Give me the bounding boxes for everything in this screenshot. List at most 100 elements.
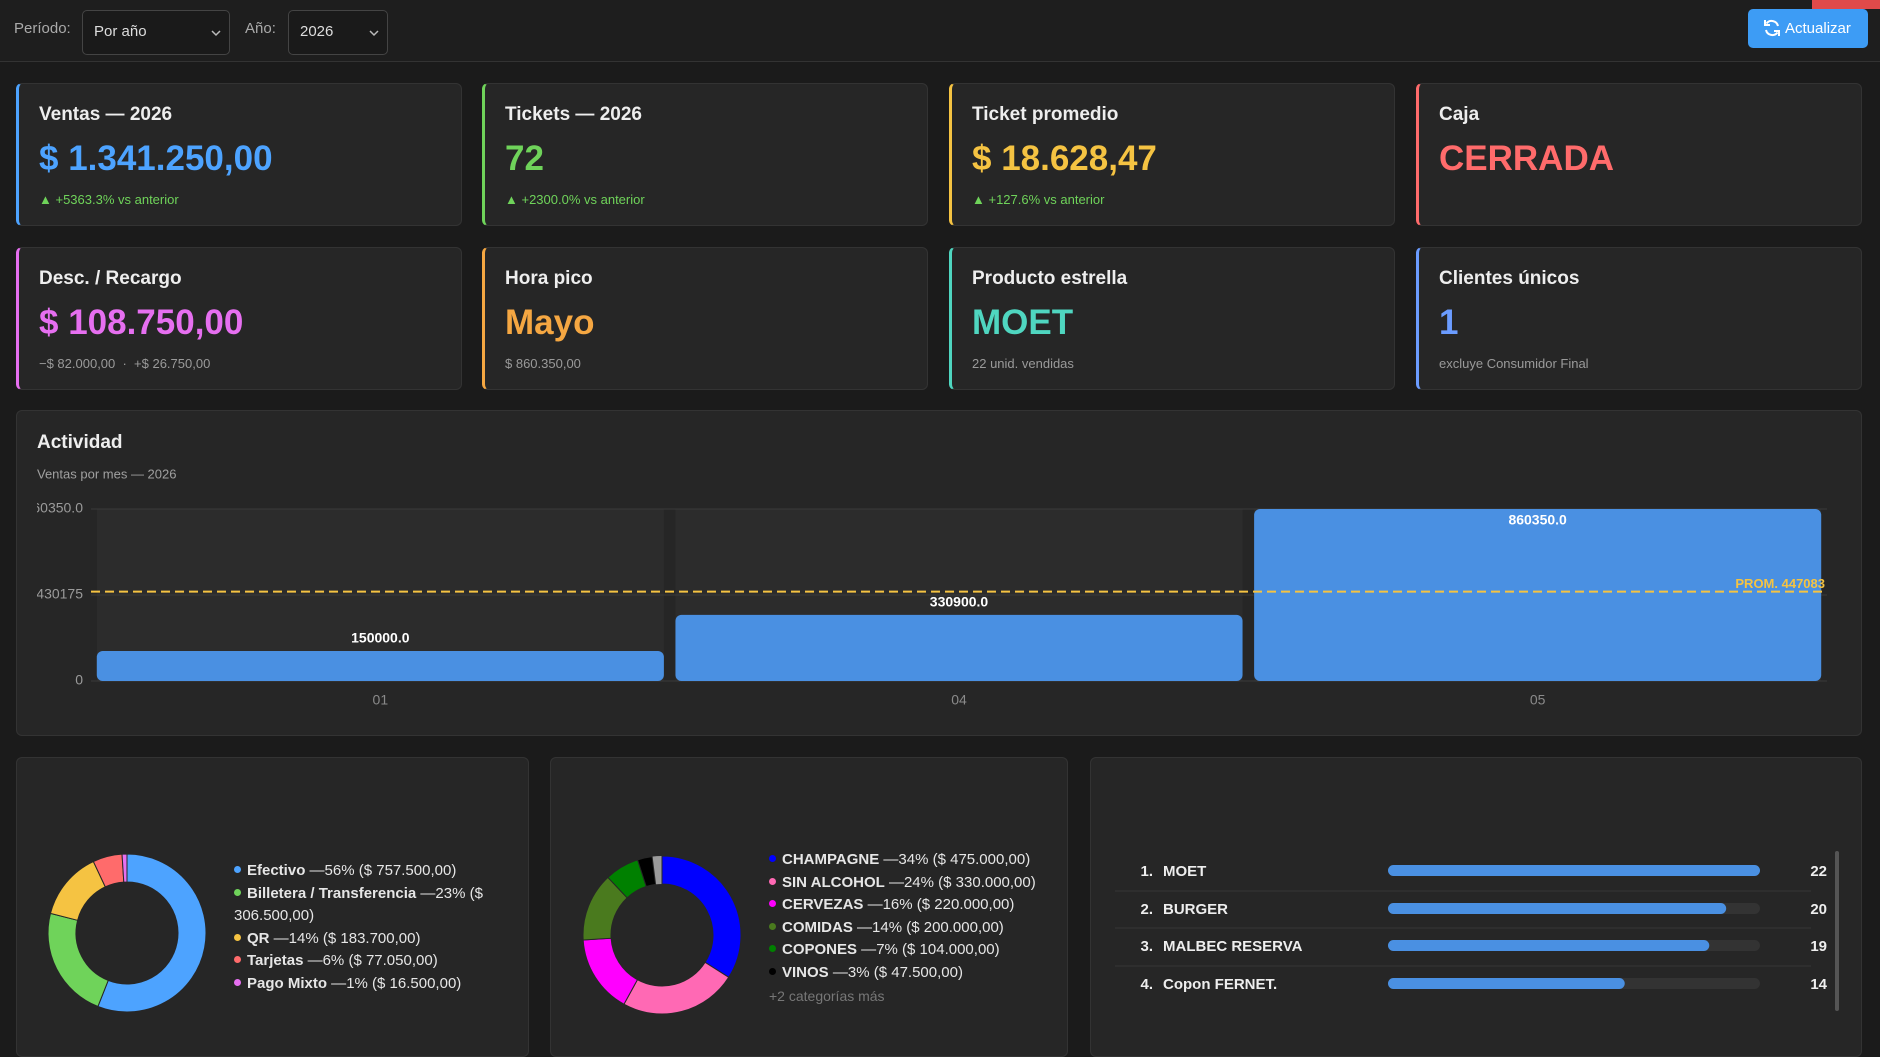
donut-chart [582, 855, 742, 1015]
bar-value-label: 860350.0 [1508, 512, 1567, 528]
legend-name: SIN ALCOHOL [782, 873, 885, 891]
donut-slice [582, 937, 639, 1005]
legend-item: Billetera / Transferencia23%($ 306.500,0… [234, 883, 524, 928]
donut-slice [636, 856, 657, 888]
legend-name: QR [247, 929, 270, 947]
donut-panel: Efectivo56%($ 757.500,00) Billetera / Tra… [16, 757, 529, 1057]
legend-item: VINOS3%($ 47.500,00) [769, 962, 1067, 985]
top-products-panel: 1. MOET 22 2. BURGER 20 3. MALBEC RESERVA 19 4. Co… [1090, 757, 1862, 1057]
rank: 2. [1140, 901, 1153, 918]
donut-slice [623, 961, 730, 1015]
kpi-title: Hora pico [505, 268, 593, 289]
refresh-button[interactable]: Actualizar [1748, 9, 1868, 48]
legend-dot [769, 922, 776, 930]
year-select[interactable]: 2026 [288, 10, 388, 55]
donut-slice [97, 853, 207, 1013]
legend-percent: 6% [303, 952, 344, 969]
y-tick-label: 430175 [36, 586, 83, 602]
average-label: PROM. 447083 [1735, 576, 1825, 591]
legend-percent: 56% [305, 862, 354, 879]
legend-percent: 7% [857, 941, 898, 958]
chart-title: Actividad [37, 432, 123, 453]
refresh-icon-arrow [1764, 20, 1780, 36]
kpi-value: CERRADA [1439, 139, 1614, 178]
legend-amount: ($ 306.500,00) [234, 884, 483, 925]
legend-percent: 14% [270, 930, 319, 947]
legend-more: +2 categorías más [769, 987, 885, 1004]
donut-chart [47, 853, 207, 1013]
rank: 3. [1140, 938, 1153, 955]
legend-dot [234, 866, 241, 873]
donut-slice [47, 912, 109, 1008]
bar-chart: Actividad Ventas por mes — 2026 0 430175 860… [25, 432, 1827, 708]
legend-name: CHAMPAGNE [782, 851, 880, 868]
top-products-chart: 1. MOET 22 2. BURGER 20 3. MALBEC RESERVA 19 4. Co… [1115, 851, 1839, 1011]
refresh-label: Actualizar [1785, 20, 1851, 37]
kpi-title: Ventas — 2026 [39, 104, 173, 125]
legend-item: CHAMPAGNE34%($ 475.000,00) [769, 849, 1067, 872]
year-label: Año: [245, 20, 276, 37]
kpi-title: Producto estrella [972, 268, 1128, 289]
rank: 1. [1140, 863, 1153, 880]
legend-name: Tarjetas [247, 952, 304, 970]
kpi-note: excluye Consumidor Final [1439, 356, 1589, 371]
legend: Efectivo56%($ 757.500,00) Billetera / Tra… [234, 860, 524, 996]
kpi-value: $ 18.628,47 [972, 139, 1157, 178]
kpi-value: $ 108.750,00 [39, 303, 244, 342]
legend-name: VINOS [782, 963, 829, 981]
x-tick-label: 04 [951, 692, 967, 708]
legend-dot [234, 933, 241, 941]
bar-value-label: 330900.0 [930, 594, 989, 610]
legend-name: CERVEZAS [782, 896, 864, 914]
legend-percent: 3% [829, 964, 870, 981]
donut-slice [661, 855, 742, 979]
legend-dot [769, 967, 776, 975]
legend-name: Efectivo [247, 862, 306, 879]
chevron-icon [211, 30, 221, 37]
kpi-card: Tickets — 2026 72 ▲ +2300.0% vs anterior [482, 83, 928, 226]
bar [675, 614, 1243, 681]
kpi-value: Mayo [505, 303, 595, 342]
legend-amount: ($ 16.500,00) [372, 974, 462, 992]
bar [1388, 978, 1625, 989]
kpi-value: $ 1.341.250,00 [39, 139, 273, 178]
kpi-value: MOET [972, 303, 1074, 342]
legend-name: Pago Mixto [247, 974, 328, 992]
top-bar [0, 0, 1880, 62]
legend-percent: 1% [327, 975, 368, 992]
bar [96, 651, 664, 681]
bar [1388, 865, 1760, 876]
kpi-card: Producto estrella MOET 22 unid. vendidas [949, 247, 1395, 390]
legend-amount: ($ 183.700,00) [322, 929, 421, 947]
legend-dot [234, 978, 241, 986]
kpi-card: Desc. / Recargo $ 108.750,00 −$ 82.000,00 … [16, 247, 462, 390]
legend-dot [769, 900, 776, 908]
kpi-note: −$ 82.000,00 · +$ 26.750,00 [39, 356, 211, 371]
legend-name: COPONES [782, 941, 858, 959]
product-name: MALBEC RESERVA [1163, 938, 1303, 955]
chevron [369, 30, 379, 37]
kpi-title: Desc. / Recargo [39, 268, 182, 289]
legend-amount: ($ 77.050,00) [348, 952, 438, 970]
kpi-title: Tickets — 2026 [505, 104, 642, 125]
legend-item: CERVEZAS16%($ 220.000,00) [769, 894, 1067, 917]
alert-strip [1812, 0, 1880, 9]
refresh-icon-path [1765, 19, 1779, 37]
legend-item: Pago Mixto1%($ 16.500,00) [234, 973, 524, 996]
legend-percent: 34% [879, 851, 928, 868]
period-select[interactable]: Por año [82, 10, 230, 55]
legend-percent: 23% [416, 885, 465, 902]
kpi-card: Hora pico Mayo $ 860.350,00 [482, 247, 928, 390]
legend-amount: ($ 200.000,00) [906, 918, 1004, 936]
legend-item: SIN ALCOHOL24%($ 330.000,00) [769, 872, 1067, 895]
bar-value-label: 150000.0 [351, 630, 410, 646]
kpi-note: 22 unid. vendidas [972, 356, 1074, 371]
legend-amount: ($ 330.000,00) [938, 873, 1036, 891]
legend-item: QR14%($ 183.700,00) [234, 928, 524, 951]
y-tick-label: 860350.0 [25, 500, 84, 516]
kpi-card: Ventas — 2026 $ 1.341.250,00 ▲ +5363.3% vs… [16, 83, 462, 226]
product-name: MOET [1163, 863, 1206, 880]
kpi-value: 1 [1439, 303, 1459, 342]
legend-amount: ($ 757.500,00) [358, 862, 457, 879]
